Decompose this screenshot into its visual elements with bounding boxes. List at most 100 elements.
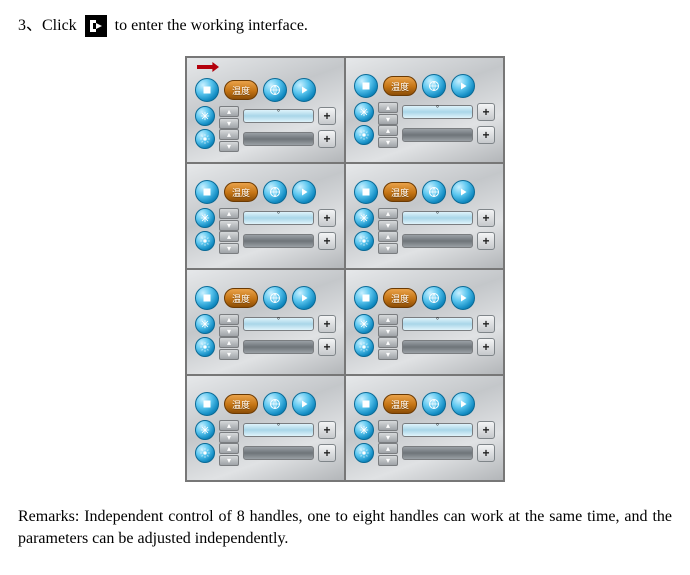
stop-button[interactable]: [354, 74, 378, 98]
cool-increment[interactable]: +: [318, 315, 336, 333]
cool-slider[interactable]: °: [243, 317, 314, 331]
mode-globe-button[interactable]: [422, 180, 446, 204]
cool-mode-icon[interactable]: [354, 314, 374, 334]
cool-slider[interactable]: °: [243, 211, 314, 225]
stop-button[interactable]: [195, 78, 219, 102]
heat-mode-icon[interactable]: [195, 337, 215, 357]
temperature-pill[interactable]: 温度: [383, 182, 417, 202]
heat-mode-icon[interactable]: [195, 231, 215, 251]
play-button[interactable]: [292, 286, 316, 310]
heat-increment[interactable]: +: [318, 338, 336, 356]
cool-increment[interactable]: +: [318, 209, 336, 227]
cool-decrement[interactable]: ▴▾: [378, 314, 398, 334]
heat-increment[interactable]: +: [318, 130, 336, 148]
mode-globe-button[interactable]: [422, 286, 446, 310]
heat-slider[interactable]: [243, 446, 314, 460]
cool-mode-icon[interactable]: [195, 208, 215, 228]
cool-decrement[interactable]: ▴▾: [219, 208, 239, 228]
cool-increment[interactable]: +: [477, 421, 495, 439]
cool-slider[interactable]: °: [402, 423, 473, 437]
heat-slider[interactable]: [243, 234, 314, 248]
heat-slider[interactable]: [243, 132, 314, 146]
heat-decrement[interactable]: ▴▾: [378, 231, 398, 251]
play-button[interactable]: [451, 286, 475, 310]
temperature-pill[interactable]: 温度: [383, 76, 417, 96]
play-button[interactable]: [292, 392, 316, 416]
cool-mode-icon[interactable]: [195, 420, 215, 440]
stop-button[interactable]: [354, 286, 378, 310]
cool-slider[interactable]: °: [402, 317, 473, 331]
heat-decrement[interactable]: ▴▾: [378, 443, 398, 463]
cool-decrement[interactable]: ▴▾: [219, 314, 239, 334]
heat-increment[interactable]: +: [318, 232, 336, 250]
heat-increment[interactable]: +: [477, 338, 495, 356]
heat-mode-icon[interactable]: [354, 125, 374, 145]
play-button[interactable]: [292, 180, 316, 204]
enter-interface-icon[interactable]: [85, 15, 107, 37]
heat-slider[interactable]: [402, 128, 473, 142]
cool-decrement[interactable]: ▴▾: [219, 420, 239, 440]
cool-mode-icon[interactable]: [354, 102, 374, 122]
cool-increment[interactable]: +: [318, 107, 336, 125]
heat-slider[interactable]: [243, 340, 314, 354]
cool-decrement[interactable]: ▴▾: [378, 208, 398, 228]
temperature-pill[interactable]: 温度: [224, 80, 258, 100]
cool-slider[interactable]: °: [243, 109, 314, 123]
heat-increment[interactable]: +: [477, 232, 495, 250]
temperature-pill[interactable]: 温度: [383, 394, 417, 414]
heat-slider[interactable]: [402, 234, 473, 248]
heat-decrement[interactable]: ▴▾: [378, 337, 398, 357]
heat-increment[interactable]: +: [477, 126, 495, 144]
heat-increment[interactable]: +: [477, 444, 495, 462]
cool-decrement[interactable]: ▴▾: [378, 420, 398, 440]
cool-increment[interactable]: +: [318, 421, 336, 439]
heat-decrement[interactable]: ▴▾: [378, 125, 398, 145]
cool-decrement[interactable]: ▴▾: [219, 106, 239, 126]
heat-increment[interactable]: +: [318, 444, 336, 462]
heat-mode-icon[interactable]: [354, 337, 374, 357]
stop-button[interactable]: [195, 180, 219, 204]
mode-globe-button[interactable]: [263, 180, 287, 204]
control-panel: 温度 ▴▾ ° + ▴▾ +: [346, 270, 503, 374]
cool-slider[interactable]: °: [402, 105, 473, 119]
cool-increment[interactable]: +: [477, 103, 495, 121]
cool-mode-icon[interactable]: [354, 208, 374, 228]
degree-label: °: [436, 104, 439, 113]
mode-globe-button[interactable]: [422, 74, 446, 98]
heat-mode-icon[interactable]: [354, 231, 374, 251]
cool-mode-icon[interactable]: [354, 420, 374, 440]
temperature-pill[interactable]: 温度: [224, 288, 258, 308]
cool-mode-icon[interactable]: [195, 314, 215, 334]
heat-decrement[interactable]: ▴▾: [219, 129, 239, 149]
cool-increment[interactable]: +: [477, 315, 495, 333]
play-button[interactable]: [451, 74, 475, 98]
temperature-pill[interactable]: 温度: [383, 288, 417, 308]
device-screen: 温度 ▴▾ ° + ▴▾ + 温度 ▴▾ ° + ▴▾ + 温度 ▴▾ ° + ▴▾ + 温度 ▴▾ ° + ▴▾ + 温度 ▴▾…: [18, 56, 672, 482]
heat-slider[interactable]: [402, 340, 473, 354]
mode-globe-button[interactable]: [263, 78, 287, 102]
cool-decrement[interactable]: ▴▾: [378, 102, 398, 122]
heat-slider[interactable]: [402, 446, 473, 460]
stop-button[interactable]: [354, 392, 378, 416]
play-button[interactable]: [451, 392, 475, 416]
cool-slider[interactable]: °: [243, 423, 314, 437]
heat-decrement[interactable]: ▴▾: [219, 231, 239, 251]
play-button[interactable]: [292, 78, 316, 102]
cool-increment[interactable]: +: [477, 209, 495, 227]
mode-globe-button[interactable]: [422, 392, 446, 416]
heat-mode-icon[interactable]: [195, 443, 215, 463]
stop-button[interactable]: [195, 286, 219, 310]
temperature-pill[interactable]: 温度: [224, 394, 258, 414]
mode-globe-button[interactable]: [263, 392, 287, 416]
heat-decrement[interactable]: ▴▾: [219, 443, 239, 463]
heat-mode-icon[interactable]: [195, 129, 215, 149]
heat-mode-icon[interactable]: [354, 443, 374, 463]
stop-button[interactable]: [195, 392, 219, 416]
stop-button[interactable]: [354, 180, 378, 204]
cool-mode-icon[interactable]: [195, 106, 215, 126]
heat-decrement[interactable]: ▴▾: [219, 337, 239, 357]
mode-globe-button[interactable]: [263, 286, 287, 310]
play-button[interactable]: [451, 180, 475, 204]
cool-slider[interactable]: °: [402, 211, 473, 225]
temperature-pill[interactable]: 温度: [224, 182, 258, 202]
